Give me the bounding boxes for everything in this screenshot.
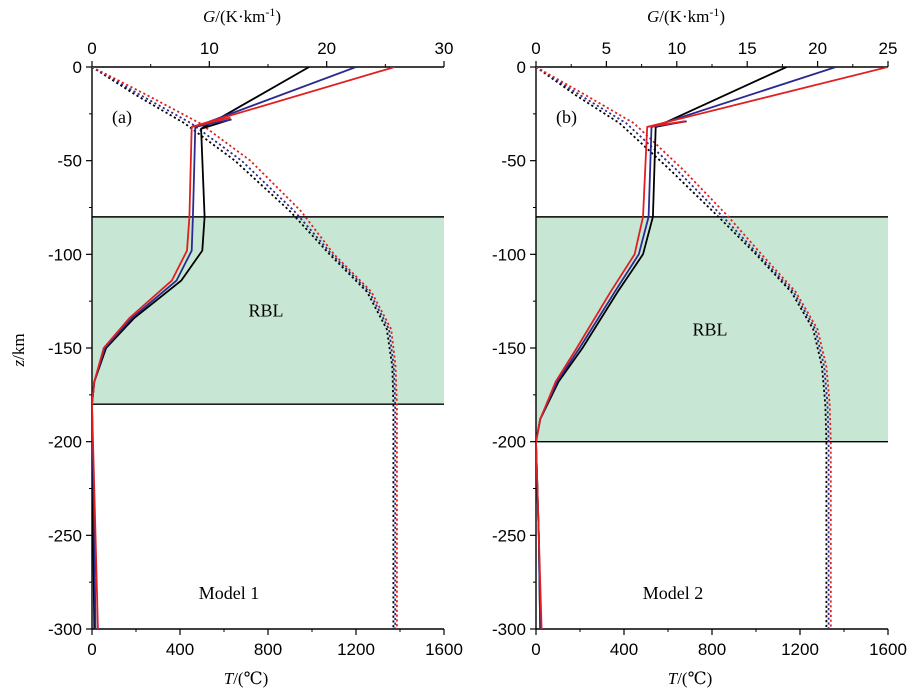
panel-a: 0 -50 -100 -150 -200 -250 -300 0 400 800 1200 1600 0…: [48, 5, 463, 688]
temp-tick-label: 0: [87, 640, 96, 659]
temperature-line-blue: [92, 67, 397, 629]
y-tick-label: -50: [57, 152, 82, 171]
temp-tick-label: 1600: [869, 640, 907, 659]
plot-area: [536, 67, 888, 629]
y-axis-title: z/km: [9, 333, 28, 367]
temp-tick-label: 0: [531, 640, 540, 659]
gradient-axis-title-sup: -1: [709, 5, 719, 19]
gradient-knee-2: [191, 116, 231, 128]
panel-b: 0 -50 -100 -150 -200 -250 -300 0 400 800 1200 1600 0…: [492, 5, 907, 688]
plot-area: [92, 67, 398, 629]
temp-axis-title: T/(℃): [224, 669, 269, 688]
panel-label: (b): [556, 107, 577, 128]
gradient-tick-label: 10: [667, 39, 686, 58]
gradient-tick-label: 15: [738, 39, 757, 58]
y-axis-title-italic: z: [9, 360, 28, 368]
gradient-axis-title-rest: /(K·km: [215, 7, 265, 26]
gradient-tick-label: 30: [435, 39, 454, 58]
temp-tick-label: 400: [610, 640, 638, 659]
temperature-line-red: [92, 67, 398, 629]
y-tick-label: -150: [492, 339, 526, 358]
model-label: Model 2: [643, 583, 704, 603]
temp-axis-title-italic: T: [224, 669, 235, 688]
gradient-axis-title-rest: /(K·km: [659, 7, 709, 26]
rbl-label: RBL: [692, 319, 727, 339]
gradient-tick-label: 20: [317, 39, 336, 58]
temp-axis-title: T/(℃): [668, 669, 713, 688]
gradient-axis-title-close: ): [719, 7, 725, 26]
gradient-axis-title-italic: G: [203, 7, 215, 26]
gradient-axis-title-italic: G: [647, 7, 659, 26]
gradient-tick-label: 10: [200, 39, 219, 58]
y-tick-label: -150: [48, 339, 82, 358]
y-tick-label: -100: [48, 245, 82, 264]
gradient-tick-label: 0: [87, 39, 96, 58]
y-tick-label: -300: [48, 620, 82, 639]
temperature-line-black: [536, 67, 828, 629]
y-tick-label: -200: [492, 433, 526, 452]
gradient-knee-2: [647, 120, 686, 128]
temp-tick-label: 800: [698, 640, 726, 659]
rbl-band: [92, 216, 444, 405]
temp-axis-title-rest: /(℃): [677, 669, 712, 688]
y-tick-label: -250: [48, 526, 82, 545]
gradient-axis-title-sup: -1: [265, 5, 275, 19]
y-tick-label: 0: [517, 58, 526, 77]
y-tick-label: -300: [492, 620, 526, 639]
gradient-axis-title: G/(K·km-1): [203, 5, 281, 26]
gradient-line-red: [536, 67, 888, 629]
model-label: Model 1: [199, 583, 260, 603]
temperature-line-black: [92, 67, 395, 629]
panel-label: (a): [112, 107, 132, 128]
temperature-line-red: [536, 67, 832, 629]
rbl-label: RBL: [248, 301, 283, 321]
y-axis-title-rest: /km: [9, 333, 28, 359]
gradient-tick-label: 0: [531, 39, 540, 58]
temp-tick-label: 1600: [425, 640, 463, 659]
gradient-line-red: [92, 67, 395, 629]
temperature-line-blue: [536, 67, 830, 629]
temp-axis-title-italic: T: [668, 669, 679, 688]
y-tick-label: -250: [492, 526, 526, 545]
temp-tick-label: 800: [254, 640, 282, 659]
gradient-tick-label: 20: [808, 39, 827, 58]
temp-tick-label: 400: [166, 640, 194, 659]
y-tick-label: -200: [48, 433, 82, 452]
temp-tick-label: 1200: [337, 640, 375, 659]
gradient-tick-label: 5: [602, 39, 611, 58]
gradient-axis-title-close: ): [275, 7, 281, 26]
gradient-tick-label: 25: [879, 39, 898, 58]
y-tick-label: -100: [492, 245, 526, 264]
gradient-knee-1: [195, 118, 232, 128]
y-tick-label: 0: [73, 58, 82, 77]
gradient-axis-title: G/(K·km-1): [647, 5, 725, 26]
temp-axis-title-rest: /(℃): [233, 669, 268, 688]
temp-tick-label: 1200: [781, 640, 819, 659]
y-tick-label: -50: [501, 152, 526, 171]
